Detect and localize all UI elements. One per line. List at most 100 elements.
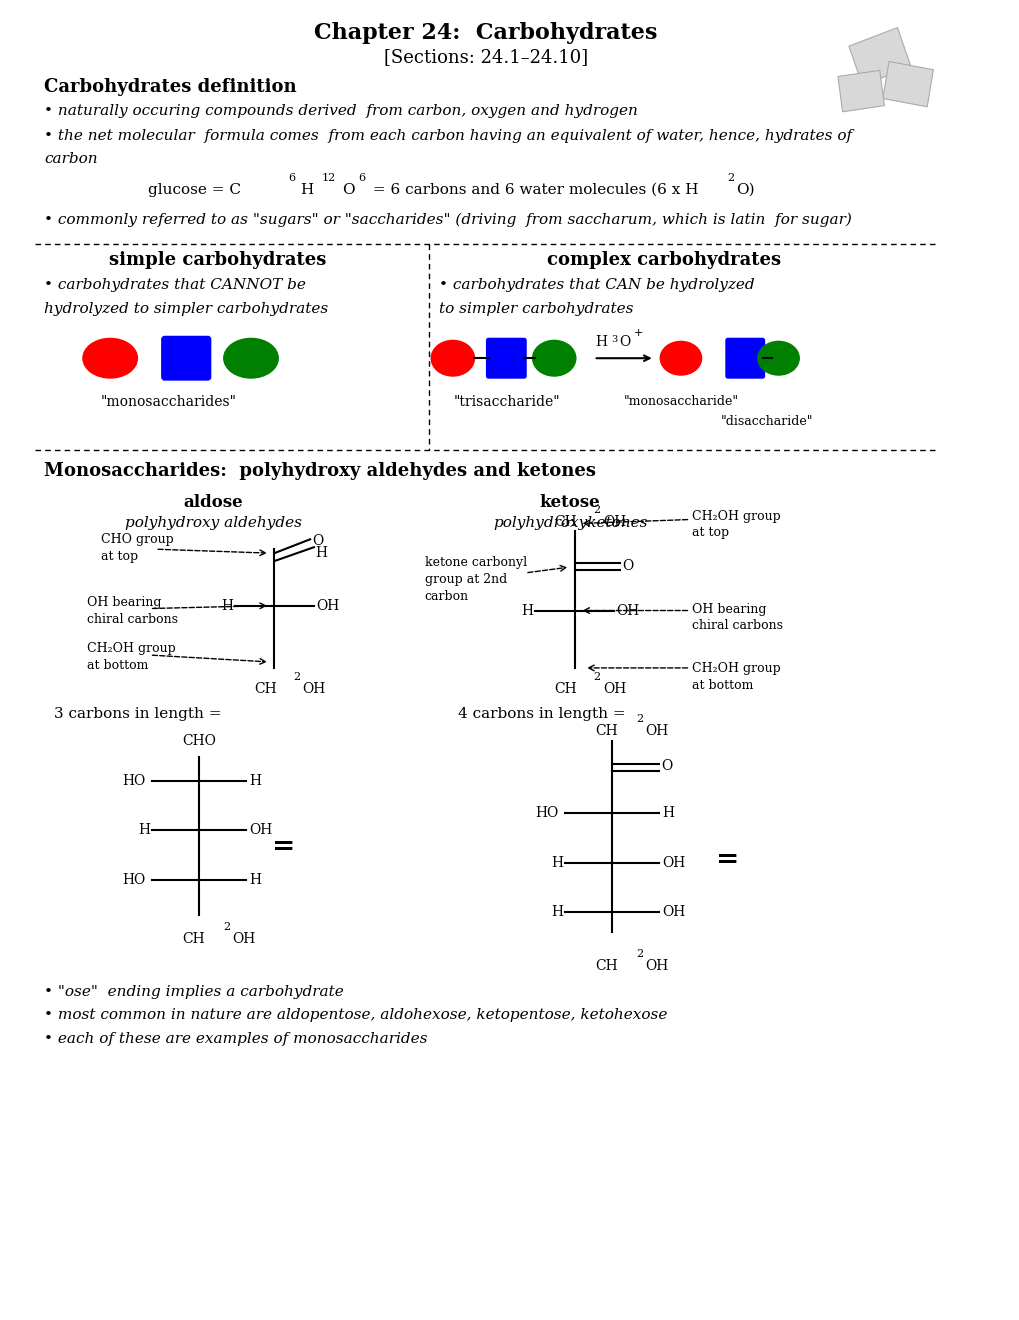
Text: "disaccharide": "disaccharide" [720,414,813,428]
Text: OH: OH [661,855,685,870]
Text: OH: OH [232,932,255,946]
Text: CH₂OH group: CH₂OH group [87,643,175,655]
Text: OH: OH [303,681,325,696]
Text: H: H [551,906,562,920]
Text: • "ose"  ending implies a carbohydrate: • "ose" ending implies a carbohydrate [45,985,343,998]
Text: 12: 12 [321,173,335,183]
Text: Monosaccharides:  polyhydroxy aldehydes and ketones: Monosaccharides: polyhydroxy aldehydes a… [45,462,596,480]
Text: CH: CH [595,725,618,738]
Text: "monosaccharides": "monosaccharides" [100,395,236,409]
Text: CH: CH [595,958,618,973]
FancyBboxPatch shape [162,337,211,380]
Text: simple carbohydrates: simple carbohydrates [109,251,326,269]
Ellipse shape [659,342,701,375]
Text: O: O [619,335,630,350]
Text: CH₂OH group: CH₂OH group [692,510,781,523]
Text: O: O [660,759,672,774]
Text: complex carbohydrates: complex carbohydrates [546,251,781,269]
Text: CH: CH [553,515,577,528]
Text: CH: CH [254,681,276,696]
Text: • commonly referred to as "sugars" or "saccharides" (driving  from saccharum, wh: • commonly referred to as "sugars" or "s… [45,213,852,227]
Text: =: = [715,846,739,873]
Text: • each of these are examples of monosaccharides: • each of these are examples of monosacc… [45,1032,428,1045]
Text: OH: OH [602,681,626,696]
Text: HO: HO [122,774,146,788]
Text: CH₂OH group: CH₂OH group [692,661,781,675]
Text: ketone carbonyl: ketone carbonyl [424,556,526,569]
Ellipse shape [83,338,138,378]
Text: at bottom: at bottom [692,678,753,692]
FancyBboxPatch shape [486,338,526,378]
Text: HO: HO [122,873,146,887]
Text: • the net molecular  formula comes  from each carbon having an equivalent of wat: • the net molecular formula comes from e… [45,128,852,143]
Text: hydrolyzed to simpler carbohydrates: hydrolyzed to simpler carbohydrates [45,302,328,315]
Text: to simpler carbohydrates: to simpler carbohydrates [438,302,633,315]
FancyBboxPatch shape [726,338,763,378]
Text: OH bearing: OH bearing [692,603,766,615]
Text: [Sections: 24.1–24.10]: [Sections: 24.1–24.10] [383,49,587,66]
Text: O: O [312,535,323,548]
Text: 3 carbons in length =: 3 carbons in length = [54,708,221,722]
Text: O): O) [736,183,754,197]
Text: ketose: ketose [539,494,600,511]
Text: H: H [661,807,674,821]
Text: at bottom: at bottom [87,659,148,672]
Text: polyhydroxy aldehydes: polyhydroxy aldehydes [125,516,302,529]
Text: CH: CH [553,681,577,696]
Text: 2: 2 [635,949,642,958]
Text: OH: OH [645,725,667,738]
Text: H: H [221,599,232,612]
Text: Chapter 24:  Carbohydrates: Chapter 24: Carbohydrates [314,22,656,44]
Ellipse shape [757,342,799,375]
Text: OH bearing: OH bearing [87,595,161,609]
Text: OH: OH [316,599,338,612]
Ellipse shape [532,341,576,376]
Text: = 6 carbons and 6 water molecules (6 x H: = 6 carbons and 6 water molecules (6 x H [368,183,698,197]
Text: • most common in nature are aldopentose, aldohexose, ketopentose, ketohexose: • most common in nature are aldopentose,… [45,1008,667,1022]
Text: 2: 2 [222,923,229,932]
Text: H: H [316,546,327,560]
Text: Carbohydrates definition: Carbohydrates definition [45,78,297,96]
Text: • carbohydrates that CAN be hydrolyzed: • carbohydrates that CAN be hydrolyzed [438,279,754,292]
Text: 2: 2 [593,672,600,682]
Text: aldose: aldose [183,494,244,511]
Text: O: O [622,560,633,573]
Text: at top: at top [101,550,138,564]
Text: carbon: carbon [45,152,98,166]
Text: 2: 2 [293,672,300,682]
Text: 2: 2 [727,173,734,183]
Polygon shape [848,28,910,86]
Text: H: H [249,774,261,788]
Text: O: O [341,183,355,197]
Text: polyhydroxyketones: polyhydroxyketones [492,516,647,529]
Text: H: H [521,603,533,618]
Text: H: H [249,873,261,887]
Text: CHO group: CHO group [101,533,173,546]
Text: OH: OH [645,958,667,973]
Text: +: + [634,327,643,338]
Text: 6: 6 [288,173,296,183]
Polygon shape [882,62,932,107]
Text: chiral carbons: chiral carbons [87,612,177,626]
Text: 6: 6 [358,173,365,183]
Text: • carbohydrates that CANNOT be: • carbohydrates that CANNOT be [45,279,306,292]
Text: 2: 2 [593,504,600,515]
Text: OH: OH [602,515,626,528]
Text: 4 carbons in length =: 4 carbons in length = [458,708,625,722]
Polygon shape [837,70,883,112]
Text: at top: at top [692,527,729,540]
Text: OH: OH [661,906,685,920]
Text: CH: CH [182,932,205,946]
Text: chiral carbons: chiral carbons [692,619,783,632]
Text: =: = [271,833,294,861]
Text: "trisaccharide": "trisaccharide" [453,395,560,409]
Text: "monosaccharide": "monosaccharide" [623,395,738,408]
Text: glucose = C: glucose = C [148,183,240,197]
Ellipse shape [223,338,278,378]
Text: H: H [300,183,313,197]
Text: 3: 3 [610,335,618,345]
Text: H: H [595,335,607,350]
Text: • naturally occuring compounds derived  from carbon, oxygen and hydrogen: • naturally occuring compounds derived f… [45,104,638,117]
Text: 2: 2 [635,714,642,725]
Text: CHO: CHO [182,734,216,748]
